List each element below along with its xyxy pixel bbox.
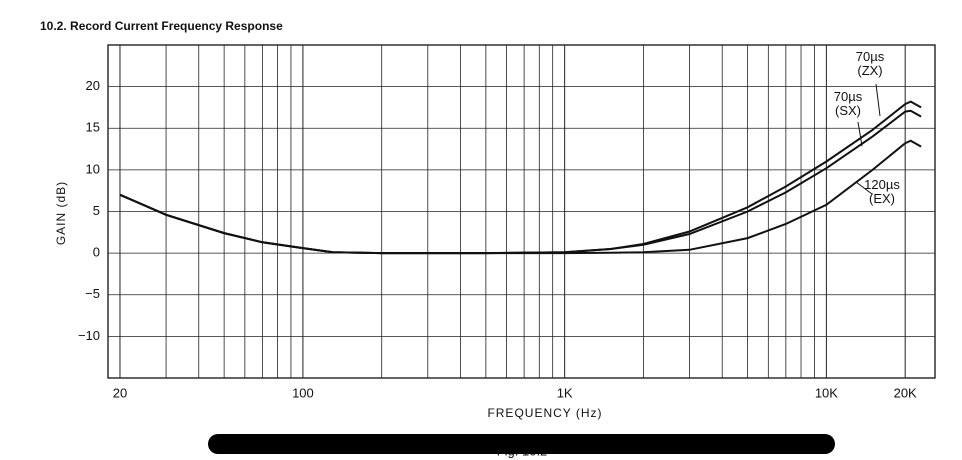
series-label: 70µs (SX) (834, 89, 863, 118)
y-tick-label: 5 (93, 203, 100, 218)
series-label-line: (EX) (869, 191, 895, 206)
y-tick-label: 15 (86, 120, 100, 135)
series-label-line: 70µs (856, 49, 885, 64)
y-tick-label: 20 (86, 78, 100, 93)
series-line (119, 139, 922, 255)
x-tick-label: 20 (113, 385, 127, 400)
chart-title: 10.2. Record Current Frequency Response (40, 19, 283, 33)
x-tick-label: 20K (894, 385, 917, 400)
x-tick-label: 10K (815, 385, 838, 400)
series-label-line: (SX) (835, 103, 861, 118)
x-tick-label: 1K (557, 385, 573, 400)
leader-line (855, 181, 873, 195)
y-tick-label: −10 (78, 328, 100, 343)
y-tick-label: −5 (85, 286, 100, 301)
series-label: 70µs (ZX) (856, 49, 885, 78)
leader-line (875, 83, 881, 117)
series-label-line: 120µs (864, 177, 900, 192)
x-axis-label: FREQUENCY (Hz) (487, 406, 602, 420)
series-label-line: (ZX) (857, 63, 882, 78)
y-tick-label: 10 (86, 161, 100, 176)
leader-line (857, 121, 863, 147)
y-axis-label: GAIN (dB) (54, 181, 68, 245)
x-tick-label: 100 (292, 385, 314, 400)
series-label: 120µs (EX) (864, 177, 900, 206)
redaction-bar (208, 434, 835, 454)
series-label-line: 70µs (834, 89, 863, 104)
y-tick-label: 0 (93, 245, 100, 260)
